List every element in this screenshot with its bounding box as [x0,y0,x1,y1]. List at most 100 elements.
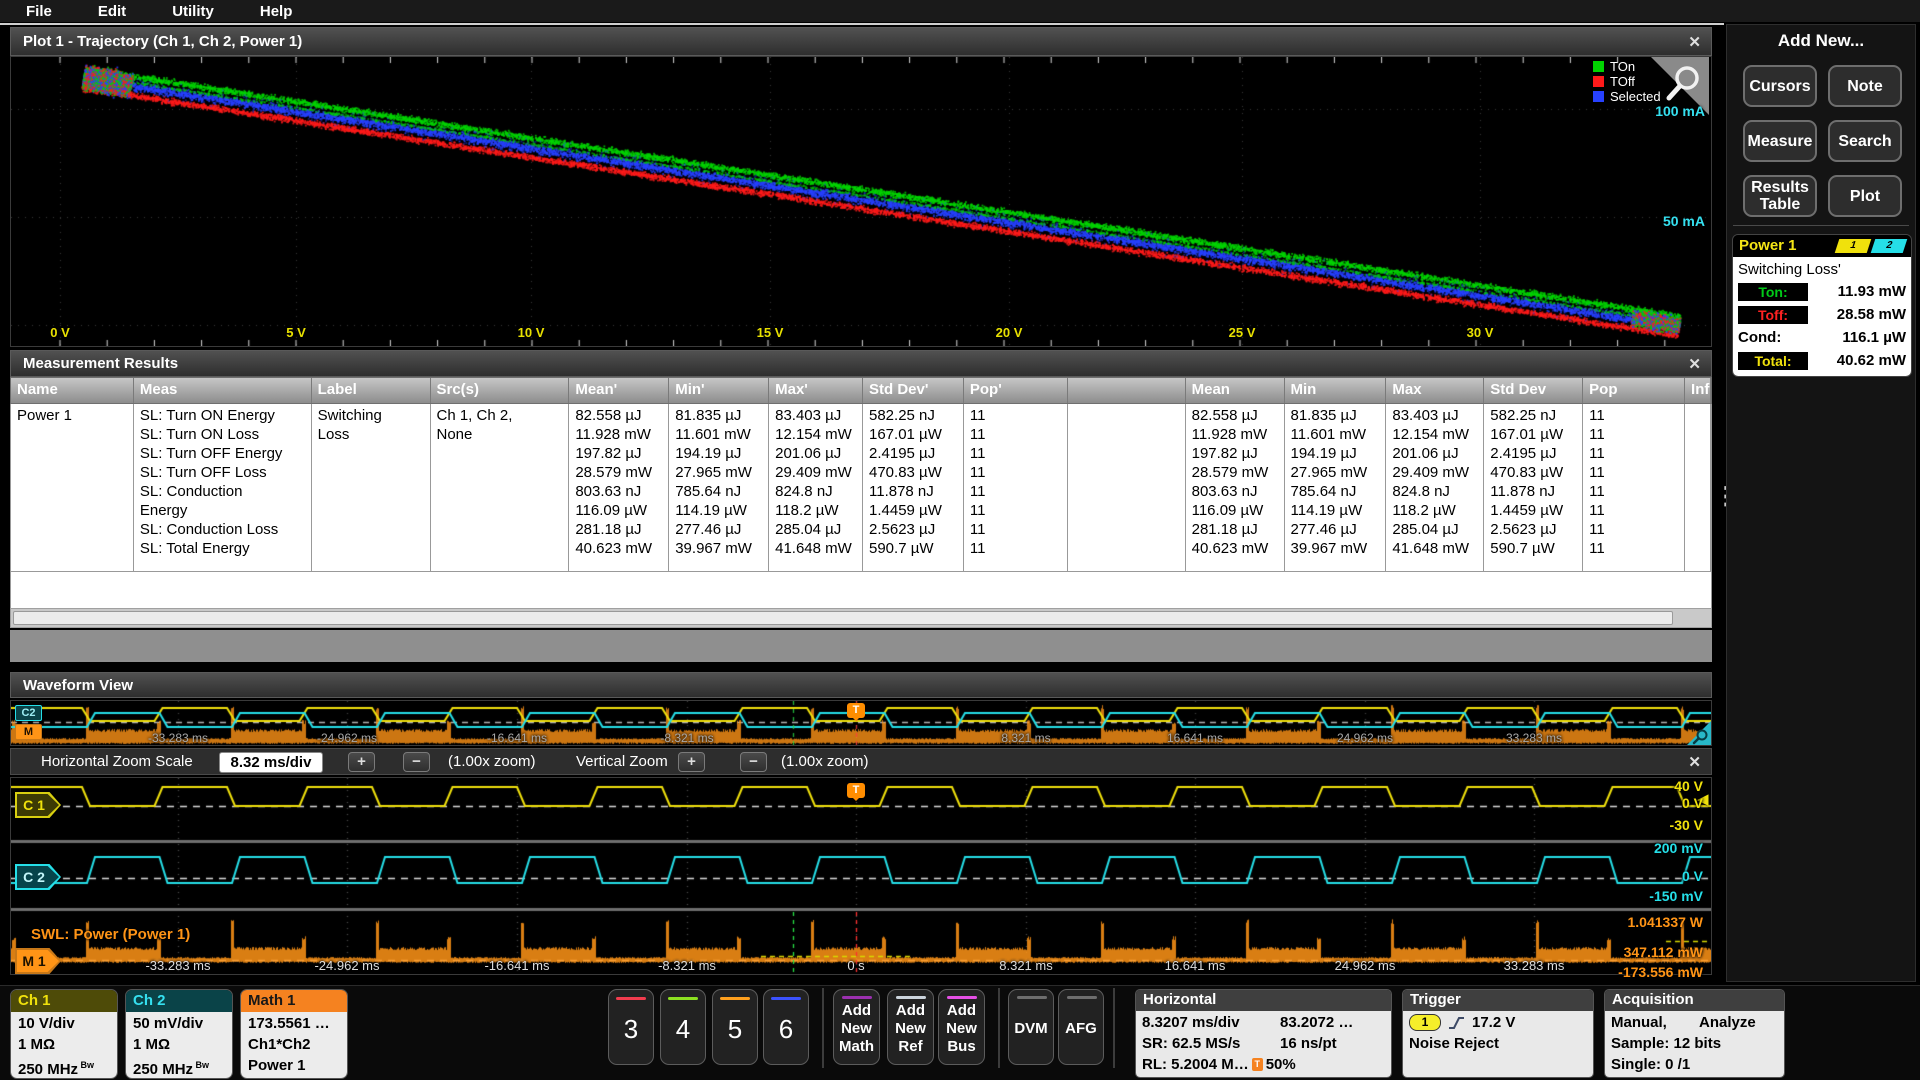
cell-line: 824.8 nJ [775,482,862,501]
channel-button-3[interactable]: 3 [608,989,654,1065]
column-header[interactable]: Min [1285,378,1387,403]
column-header[interactable]: Std Dev' [863,378,964,403]
overview-channel-badge-c2[interactable]: C2 [15,705,42,721]
results-horizontal-scrollbar[interactable] [10,608,1712,628]
strip-magnifier-icon[interactable] [1687,721,1711,745]
power1-badge-header[interactable]: Power 1 12 [1733,235,1911,257]
column-header[interactable]: Pop' [964,378,1068,403]
column-header[interactable]: Meas [134,378,312,403]
add-button-label: AddNewMath [834,1002,879,1056]
sidebar-title: Add New... [1727,31,1915,51]
menu-item-help[interactable]: Help [260,3,293,20]
power1-results-badge[interactable]: Power 1 12 Switching Loss' Ton:11.93 mWT… [1732,234,1912,377]
waveform-main-view[interactable]: T ◀ SWL: Power (Power 1) -33.283 ms-24.9… [10,777,1712,975]
cell-line: 28.579 mW [1192,463,1284,482]
column-header[interactable] [1068,378,1186,403]
channel-button-6[interactable]: 6 [763,989,809,1065]
sidebar-button-plot[interactable]: Plot [1828,175,1902,217]
acquisition-panel[interactable]: Acquisition Manual,Analyze Sample: 12 bi… [1604,989,1785,1078]
add-color-line [896,996,926,999]
trigger-flag-overview[interactable]: T [847,703,865,718]
channel-button-4[interactable]: 4 [660,989,706,1065]
menu-item-edit[interactable]: Edit [98,3,126,20]
cell-line: 29.409 mW [1392,463,1483,482]
cell-line: 11 [1589,425,1684,444]
cell-line: 11 [1589,406,1684,425]
channel-color-line [771,997,801,1000]
sidebar-button-note[interactable]: Note [1828,65,1902,107]
overview-channel-badge-m[interactable]: M [15,724,42,740]
results-title-bar[interactable]: Measurement Results ✕ [10,350,1712,377]
cell-line: 285.04 µJ [1392,520,1483,539]
zoom-bar-close-icon[interactable]: ✕ [1688,753,1701,771]
column-header[interactable]: Max' [769,378,863,403]
waveform-title-bar[interactable]: Waveform View [10,672,1712,698]
channel-badge-ch1[interactable]: Ch 110 V/div1 MΩ250 MHz Bw [10,989,118,1079]
power1-result-value: 40.62 mW [1808,352,1906,369]
plot-title-bar[interactable]: Plot 1 - Trajectory (Ch 1, Ch 2, Power 1… [10,27,1712,56]
vertical-zoom-plus-button[interactable]: + [678,752,705,772]
cell-line: 11 [970,463,1067,482]
add-button-label: AddNewBus [939,1002,984,1056]
power1-result-label: Total: [1738,352,1808,370]
column-header[interactable]: Label [312,378,431,403]
results-close-icon[interactable]: ✕ [1688,355,1701,373]
cell-line: 40.623 mW [1192,539,1284,558]
trajectory-plot[interactable]: TOnTOffSelected 0 V5 V10 V15 V20 V25 V30… [10,56,1712,347]
channel-badge-ch2[interactable]: Ch 250 mV/div1 MΩ250 MHz Bw [125,989,233,1079]
sidebar-button-measure[interactable]: Measure [1743,120,1817,162]
column-header[interactable]: Mean [1186,378,1285,403]
column-header[interactable]: Name [11,378,134,403]
column-header[interactable]: Max [1386,378,1484,403]
afg-button[interactable]: AFG [1058,989,1104,1065]
results-table-body[interactable]: Power 1SL: Turn ON EnergySL: Turn ON Los… [10,404,1712,608]
add-new-math-button[interactable]: AddNewMath [833,989,880,1065]
waveform-canvas[interactable] [11,778,1711,974]
channel-button-5[interactable]: 5 [712,989,758,1065]
column-header[interactable]: Min' [669,378,769,403]
column-header[interactable]: Std Dev [1484,378,1583,403]
sidebar-button-results-table[interactable]: Results Table [1743,175,1817,217]
cell-line: SL: Turn ON Loss [140,425,311,444]
trajectory-plot-canvas[interactable] [11,57,1711,346]
cell-line: 39.967 mW [675,539,768,558]
horizontal-panel[interactable]: Horizontal 8.3207 ms/div83.2072 … SR: 62… [1135,989,1392,1078]
cell-line: 785.64 nJ [1291,482,1386,501]
cell-line: SL: Conduction [140,482,311,501]
badge-settings: 173.5561 …Ch1*Ch2Power 1 [241,1012,347,1079]
legend-label: TOn [1610,59,1635,74]
column-header[interactable]: Mean' [569,378,669,403]
legend-swatch-toff [1593,76,1604,87]
trigger-panel[interactable]: Trigger 1 17.2 V Noise Reject [1402,989,1594,1078]
horizontal-zoom-plus-button[interactable]: + [348,752,375,772]
column-header[interactable]: Inf [1685,378,1711,403]
horizontal-zoom-scale-input[interactable]: 8.32 ms/div [219,752,323,773]
column-header[interactable]: Pop [1583,378,1685,403]
scrollbar-thumb[interactable] [13,611,1673,625]
plot-close-icon[interactable]: ✕ [1688,33,1701,51]
horizontal-zoom-minus-button[interactable]: − [403,752,430,772]
results-title: Measurement Results [23,355,178,372]
table-cell: 83.403 µJ12.154 mW201.06 µJ29.409 mW824.… [1386,404,1484,571]
trigger-flag-main[interactable]: T [847,783,865,798]
table-cell: 582.25 nJ167.01 µW2.4195 µJ470.83 µW11.8… [863,404,964,571]
table-cell: 1111111111111111 [964,404,1068,571]
table-cell [1068,404,1186,571]
menu-item-utility[interactable]: Utility [172,3,214,20]
waveform-overview-strip[interactable]: T C2M-33.283 ms-24.962 ms-16.641 ms-8.32… [10,700,1712,746]
time-axis-label: -33.283 ms [145,958,210,973]
add-new-bus-button[interactable]: AddNewBus [938,989,985,1065]
menu-item-file[interactable]: File [26,3,52,20]
time-axis-label: 8.321 ms [999,958,1052,973]
vertical-scale-label: 0 V [1682,795,1703,811]
dvm-button[interactable]: DVM [1008,989,1054,1065]
channel-badge-math1[interactable]: Math 1173.5561 …Ch1*Ch2Power 1 [240,989,348,1079]
add-new-ref-button[interactable]: AddNewRef [887,989,934,1065]
sidebar-button-search[interactable]: Search [1828,120,1902,162]
sidebar-button-cursors[interactable]: Cursors [1743,65,1817,107]
vertical-zoom-minus-button[interactable]: − [740,752,767,772]
column-header[interactable]: Src(s) [431,378,570,403]
cell-line: 11.878 nJ [869,482,963,501]
cell-line: 11 [970,501,1067,520]
table-row[interactable]: Power 1SL: Turn ON EnergySL: Turn ON Los… [11,404,1711,572]
